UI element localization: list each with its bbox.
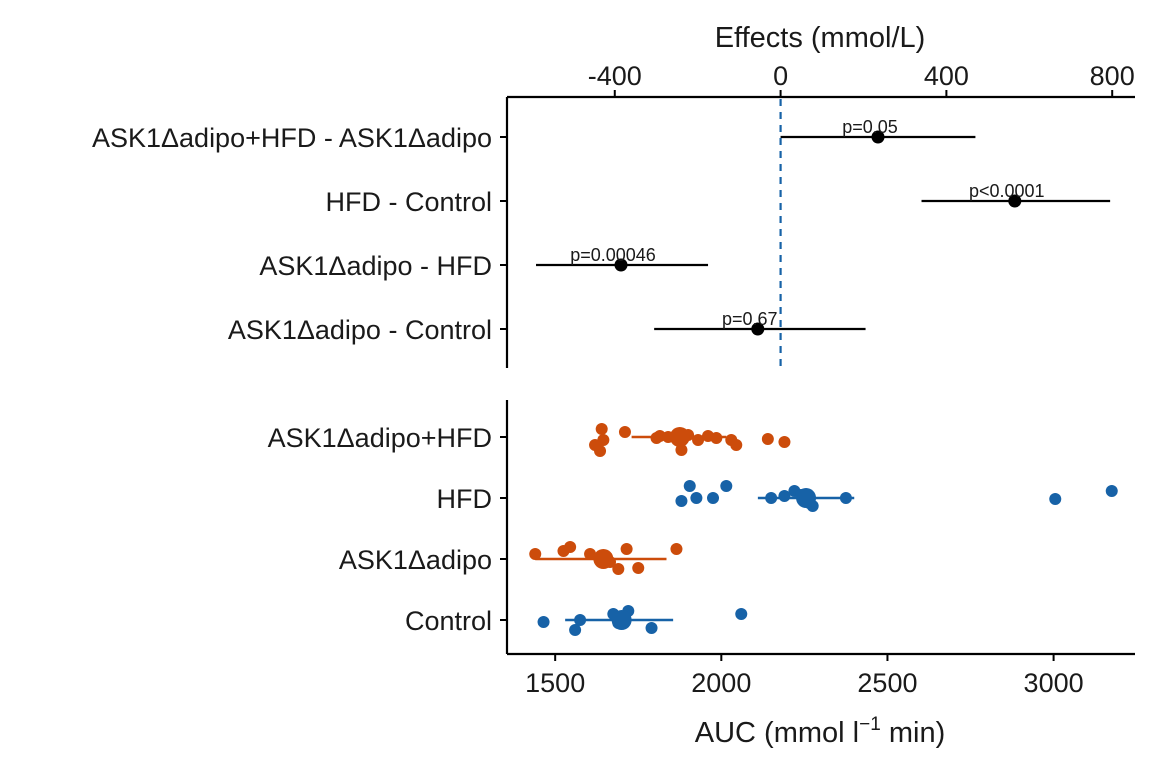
effect-estimate-point-ask1deltaadipo-hfd-ask1deltaadipo	[871, 130, 885, 144]
auc-row-label: HFD	[437, 484, 493, 514]
auc-tick-label: 2500	[857, 668, 917, 698]
auc-data-point	[778, 490, 791, 502]
effect-p-value: p=0.67	[722, 309, 778, 329]
auc-data-point	[720, 480, 733, 492]
effects-tick-label: -400	[588, 61, 642, 91]
auc-mean-point	[669, 427, 690, 447]
auc-data-point	[675, 495, 688, 507]
auc-data-point	[778, 436, 791, 448]
auc-panel: ASK1Δadipo+HFD HFD ASK1Δadipo Control 1500 2…	[268, 400, 1135, 749]
auc-data-point	[710, 432, 723, 444]
auc-axis-title-main: AUC (mmol l	[695, 717, 859, 749]
effects-tick-label: 0	[773, 61, 788, 91]
auc-data-point	[569, 624, 582, 636]
auc-axis-title-end: min)	[881, 717, 945, 749]
auc-data-point	[620, 543, 633, 555]
auc-data-point	[632, 562, 645, 574]
auc-axis-title: AUC (mmol l−1 min)	[695, 714, 945, 749]
effects-row-label: ASK1Δadipo - Control	[228, 315, 492, 345]
auc-data-point	[692, 434, 705, 446]
auc-data-point	[645, 622, 658, 634]
effects-axis-ticks: -400 0 400 800	[505, 61, 1135, 368]
auc-tick-label: 2000	[691, 668, 751, 698]
auc-data-point	[1105, 485, 1118, 497]
auc-data-point	[618, 426, 631, 438]
auc-groups: ASK1Δadipo+HFD HFD ASK1Δadipo Control	[268, 423, 1118, 636]
auc-data-point	[574, 614, 587, 626]
effects-row-label: ASK1Δadipo - HFD	[259, 251, 492, 281]
auc-data-point	[765, 492, 778, 504]
effect-estimate-point-ask1deltaadipo-control	[751, 322, 765, 336]
effects-tick-label: 800	[1090, 61, 1135, 91]
auc-data-point	[1049, 493, 1062, 505]
auc-row-label: ASK1Δadipo	[339, 545, 492, 575]
auc-group-control: Control	[405, 605, 748, 636]
effects-row-label: HFD - Control	[325, 187, 492, 217]
auc-group-ask1deltaadipo: ASK1Δadipo	[339, 541, 683, 575]
auc-tick-label: 1500	[525, 668, 585, 698]
auc-data-point	[735, 608, 748, 620]
auc-row-label: Control	[405, 606, 492, 636]
auc-axis-ticks: 1500 2000 2500 3000	[505, 400, 1135, 698]
effects-tick-label: 400	[924, 61, 969, 91]
effects-rows: ASK1Δadipo+HFD - ASK1Δadipo p=0.05 HFD - C…	[92, 99, 1111, 368]
auc-group-hfd: HFD	[437, 480, 1118, 514]
auc-data-point	[707, 492, 720, 504]
auc-data-point	[584, 548, 597, 560]
auc-data-point	[589, 439, 602, 451]
auc-data-point	[529, 548, 542, 560]
effect-p-value: p=0.05	[842, 117, 898, 137]
auc-mean-point	[611, 610, 632, 630]
auc-data-point	[839, 492, 852, 504]
auc-data-point	[690, 492, 703, 504]
auc-data-point	[730, 439, 743, 451]
auc-group-ask1deltaadipo-hfd: ASK1Δadipo+HFD	[268, 423, 791, 457]
effects-axis-title: Effects (mmol/L)	[715, 22, 926, 54]
auc-data-point	[564, 541, 577, 553]
effect-estimate-point-hfd-control	[1008, 194, 1022, 208]
auc-axis-title-sup: −1	[859, 714, 881, 735]
auc-mean-point	[593, 549, 614, 569]
effect-p-value: p=0.00046	[570, 245, 656, 265]
auc-data-point	[612, 563, 625, 575]
auc-tick-label: 3000	[1024, 668, 1084, 698]
auc-data-point	[595, 423, 608, 435]
auc-data-point	[761, 433, 774, 445]
auc-data-point	[537, 616, 550, 628]
auc-data-point	[683, 480, 696, 492]
effects-row-label: ASK1Δadipo+HFD - ASK1Δadipo	[92, 123, 492, 153]
effects-panel: Effects (mmol/L) -400 0 400 800 ASK1Δadipo+…	[92, 22, 1135, 368]
auc-mean-point	[796, 488, 817, 508]
effect-p-value: p<0.0001	[969, 181, 1045, 201]
auc-data-point	[675, 444, 688, 456]
effect-estimate-point-ask1deltaadipo-hfd	[614, 258, 628, 272]
auc-data-point	[670, 543, 683, 555]
auc-row-label: ASK1Δadipo+HFD	[268, 423, 492, 453]
